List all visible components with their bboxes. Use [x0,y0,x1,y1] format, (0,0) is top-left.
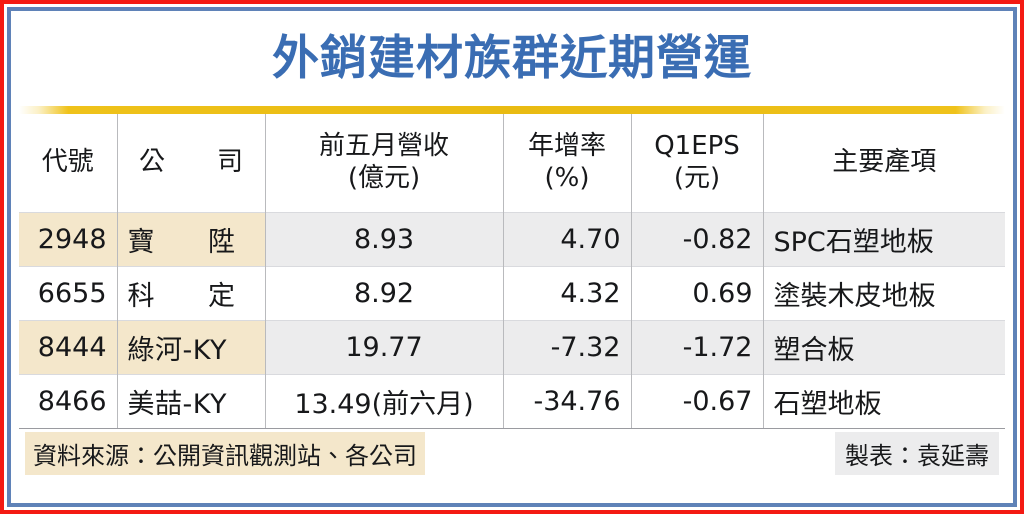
column-header-code: 代號 [19,114,118,213]
cell-code: 8466 [19,374,118,428]
cell-code: 6655 [19,266,118,321]
cell-company: 綠河-KY [117,320,266,375]
column-header-eps-unit: (元) [673,163,721,193]
table-row: 8466 美喆-KY 13.49(前六月) -34.76 -0.67 石塑地板 [19,374,1005,428]
column-header-revenue: 前五月營收 (億元) [265,114,504,213]
column-header-product: 主要產項 [763,114,1005,213]
column-header-product-label: 主要產項 [832,147,937,178]
footer: 資料來源：公開資訊觀測站、各公司 製表：袁延壽 [19,428,1005,477]
table-row: 8444 綠河-KY 19.77 -7.32 -1.72 塑合板 [19,320,1005,375]
cell-company-label: 科 定 [127,281,236,312]
column-header-revenue-unit: (億元) [347,163,421,193]
table-row: 6655 科 定 8.92 4.32 0.69 塗裝木皮地板 [19,266,1005,321]
cell-yoy: -34.76 [503,374,632,428]
gold-divider [19,106,1005,114]
table-header-row: 代號 公 司 前五月營收 (億元) 年增率 (%) [19,114,1005,213]
cell-product: 塑合板 [763,320,1005,375]
table-container: 代號 公 司 前五月營收 (億元) 年增率 (%) [11,114,1013,428]
cell-company-label: 美喆-KY [127,389,227,420]
cell-yoy: 4.32 [503,266,632,321]
cell-eps: -0.67 [631,374,764,428]
column-header-yoy-label: 年增率 [527,131,606,162]
cell-company-label: 綠河-KY [127,335,227,366]
column-header-company-label: 公 司 [139,147,243,178]
cell-eps: 0.69 [631,266,764,321]
cell-company: 寶 陞 [117,212,266,267]
data-source-note: 資料來源：公開資訊觀測站、各公司 [25,431,425,475]
operations-table: 代號 公 司 前五月營收 (億元) 年增率 (%) [19,114,1005,428]
chart-author-note: 製表：袁延壽 [835,431,999,475]
cell-yoy: -7.32 [503,320,632,375]
column-header-yoy: 年增率 (%) [503,114,632,213]
cell-company: 科 定 [117,266,266,321]
cell-product: 石塑地板 [763,374,1005,428]
cell-revenue: 19.77 [265,320,504,375]
column-header-code-label: 代號 [41,147,94,178]
column-header-yoy-unit: (%) [544,163,590,193]
cell-company: 美喆-KY [117,374,266,428]
cell-product: SPC石塑地板 [763,212,1005,267]
column-header-eps: Q1EPS (元) [631,114,764,213]
cell-code: 8444 [19,320,118,375]
cell-code: 2948 [19,212,118,267]
cell-eps: -0.82 [631,212,764,267]
table-row: 2948 寶 陞 8.93 4.70 -0.82 SPC石塑地板 [19,212,1005,267]
content-area: 外銷建材族群近期營運 代號 [11,11,1013,503]
cell-eps: -1.72 [631,320,764,375]
page-title: 外銷建材族群近期營運 [272,31,752,86]
cell-revenue: 8.93 [265,212,504,267]
cell-company-label: 寶 陞 [127,227,236,258]
cell-product: 塗裝木皮地板 [763,266,1005,321]
column-header-eps-label: Q1EPS [654,131,740,162]
cell-revenue: 8.92 [265,266,504,321]
cell-yoy: 4.70 [503,212,632,267]
column-header-revenue-label: 前五月營收 [318,131,449,162]
column-header-company: 公 司 [117,114,266,213]
title-area: 外銷建材族群近期營運 [11,11,1013,106]
cell-revenue: 13.49(前六月) [265,374,504,428]
